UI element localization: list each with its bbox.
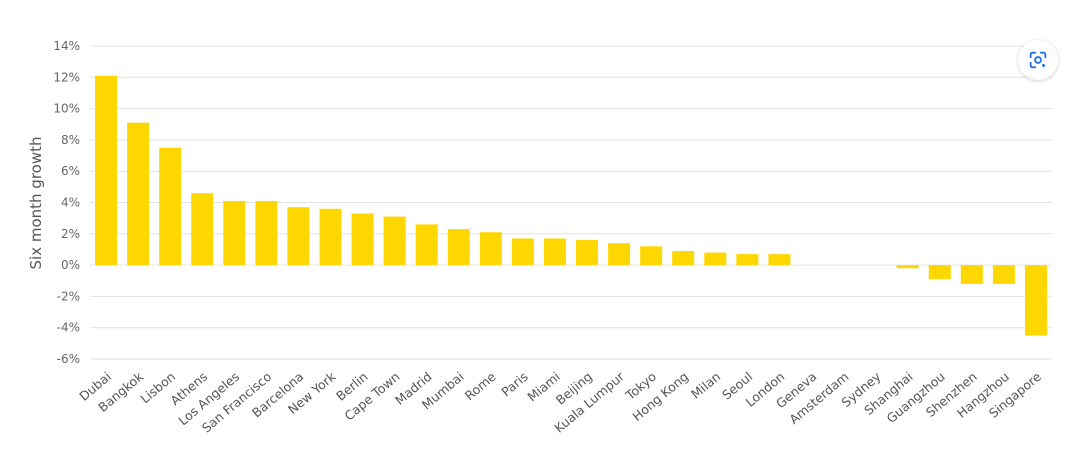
- y-tick-label: 2%: [61, 227, 80, 241]
- bar-guangzhou: [928, 265, 951, 280]
- bar-seoul: [736, 254, 759, 266]
- google-lens-icon: [1029, 51, 1047, 69]
- bars: [95, 75, 1047, 336]
- bar-cape-town: [383, 216, 406, 266]
- y-tick-label: -4%: [57, 321, 80, 335]
- bar-beijing: [576, 240, 599, 266]
- bar-london: [768, 254, 791, 266]
- bar-hangzhou: [992, 265, 1015, 284]
- bar-shenzhen: [960, 265, 983, 284]
- grid-lines: [90, 45, 1052, 360]
- y-axis-ticks: 14% 12% 10% 8% 6% 4% 2% 0% -2% -4% -6%: [53, 39, 80, 366]
- bar-bangkok: [127, 122, 150, 266]
- bar-san-francisco: [255, 200, 278, 266]
- bar-rome: [479, 232, 502, 266]
- bar-shanghai: [896, 265, 919, 269]
- bar-lisbon: [159, 147, 182, 266]
- bar-miami: [543, 238, 566, 266]
- lens-search-button[interactable]: [1018, 40, 1058, 80]
- y-axis-label: Six month growth: [27, 137, 45, 270]
- bar-milan: [704, 252, 727, 266]
- y-tick-label: 10%: [53, 102, 80, 116]
- bar-paris: [511, 238, 534, 266]
- bar-madrid: [415, 224, 438, 266]
- y-tick-label: 8%: [61, 133, 80, 147]
- y-tick-label: 6%: [61, 164, 80, 178]
- y-tick-label: -2%: [57, 289, 80, 303]
- bar-barcelona: [287, 207, 310, 266]
- y-tick-label: 4%: [61, 196, 80, 210]
- x-tick-label: Rome: [462, 369, 499, 404]
- x-tick-label: Milan: [688, 369, 723, 402]
- y-tick-label: -6%: [57, 352, 80, 366]
- bar-singapore: [1024, 265, 1047, 336]
- bar-new-york: [319, 208, 342, 266]
- bar-mumbai: [447, 229, 470, 266]
- bar-dubai: [95, 75, 118, 266]
- y-tick-label: 14%: [53, 39, 80, 53]
- bar-berlin: [351, 213, 374, 266]
- bar-athens: [191, 193, 214, 266]
- bar-los-angeles: [223, 200, 246, 266]
- y-tick-label: 12%: [53, 70, 80, 84]
- bar-tokyo: [640, 246, 663, 266]
- y-tick-label: 0%: [61, 258, 80, 272]
- bar-hong-kong: [672, 251, 695, 266]
- bar-kuala-lumpur: [608, 243, 631, 266]
